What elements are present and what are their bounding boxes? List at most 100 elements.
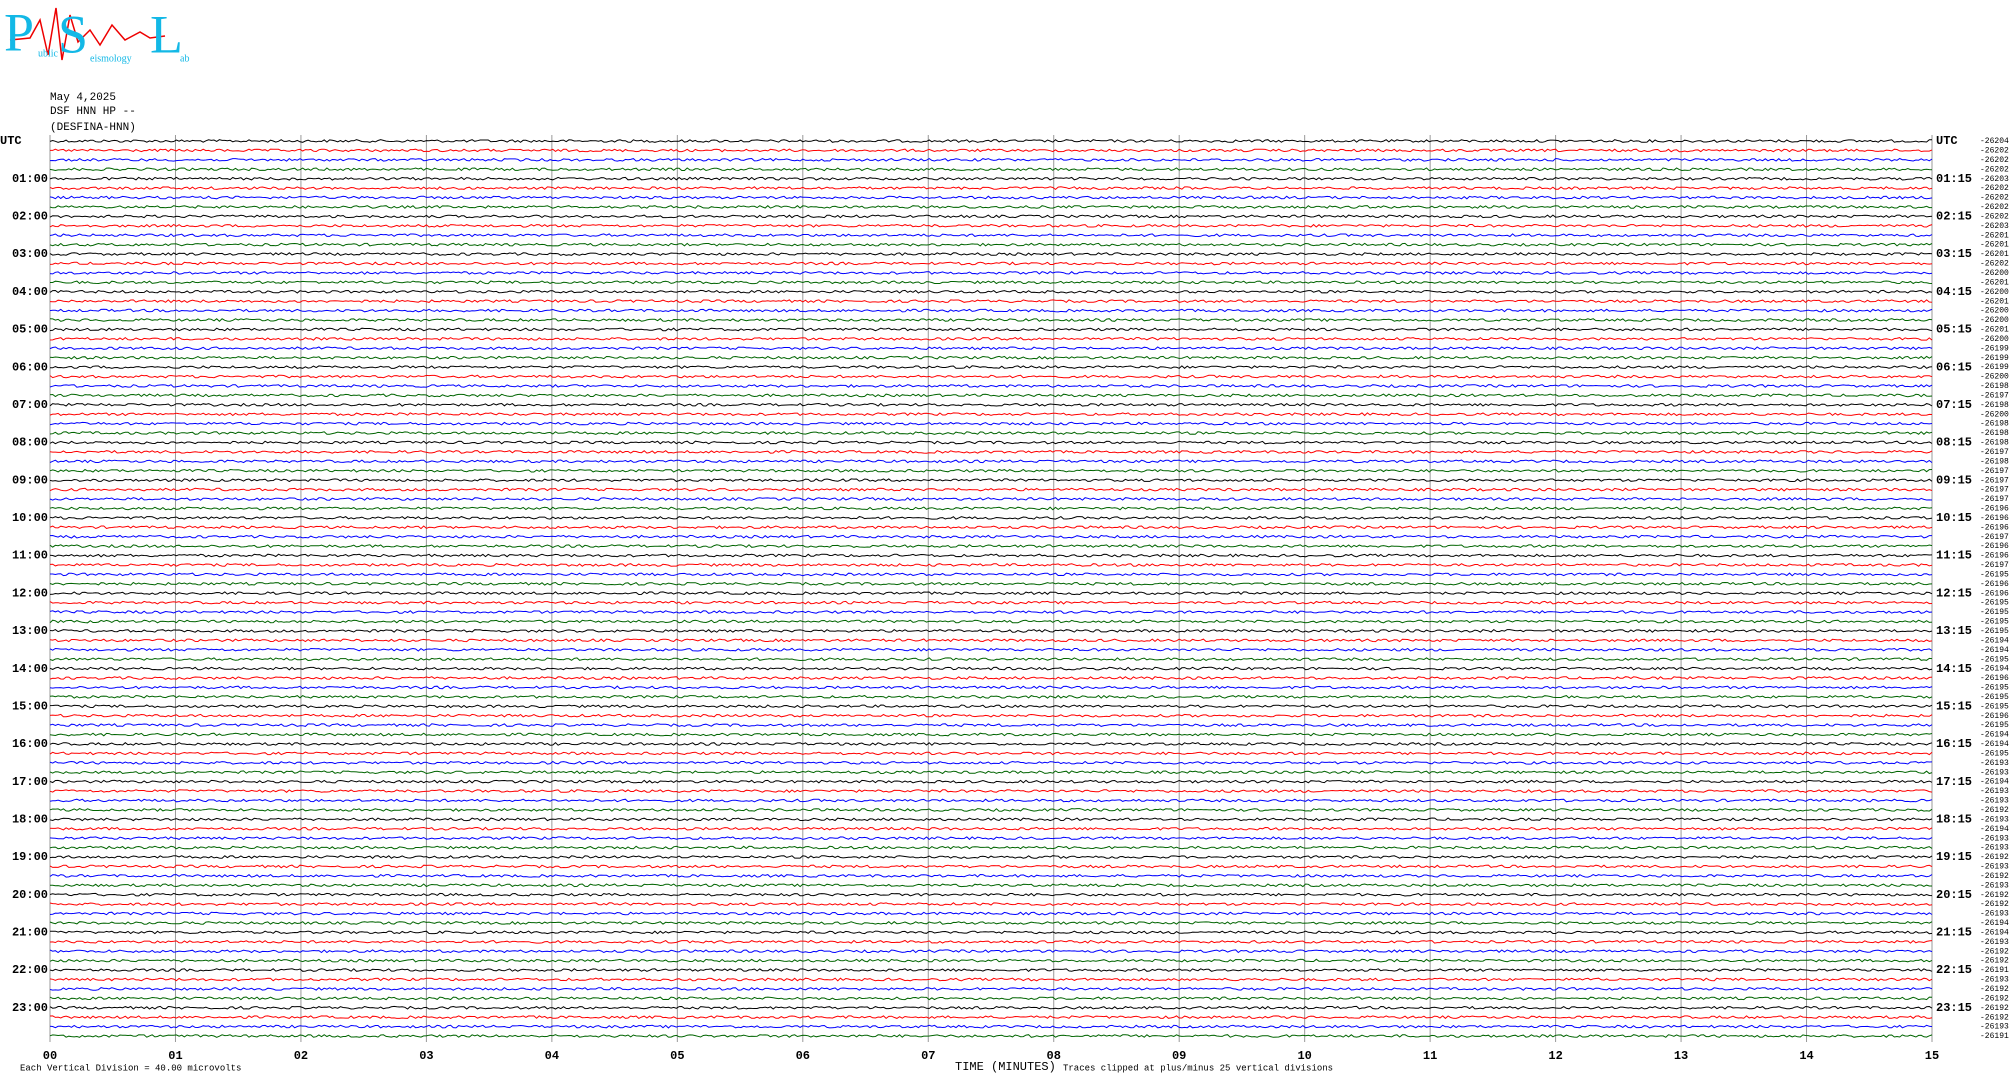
trace-offset: -26203	[1980, 222, 2009, 231]
trace	[49, 921, 1933, 925]
trace-offset: -26194	[1980, 731, 2009, 740]
row-label-left: 22:00	[12, 963, 48, 977]
trace-offset: -26200	[1980, 269, 2009, 278]
trace	[49, 402, 1933, 407]
trace	[49, 666, 1933, 671]
trace-offset: -26197	[1980, 467, 2009, 476]
trace-offset: -26193	[1980, 863, 2009, 872]
trace-offset: -26196	[1980, 712, 2009, 721]
x-tick-label: 08	[1047, 1049, 1061, 1063]
trace	[49, 798, 1933, 803]
trace-offset: -26201	[1980, 241, 2009, 250]
trace-offset: -26201	[1980, 326, 2009, 335]
trace	[49, 374, 1933, 379]
trace	[49, 892, 1933, 897]
trace	[49, 497, 1933, 501]
trace	[49, 506, 1933, 511]
trace-offset: -26192	[1980, 900, 2009, 909]
trace	[49, 902, 1933, 907]
trace-offset: -26193	[1980, 834, 2009, 843]
trace	[49, 958, 1933, 963]
row-label-left: 10:00	[12, 511, 48, 525]
row-label-right: 09:15	[1936, 473, 1972, 487]
trace	[49, 478, 1933, 483]
trace	[49, 242, 1933, 247]
trace-offset: -26193	[1980, 1023, 2009, 1032]
row-label-right: 06:15	[1936, 360, 1972, 374]
trace	[49, 657, 1933, 662]
trace-offset: -26197	[1980, 486, 2009, 495]
logo-letter: L	[150, 4, 183, 64]
row-label-right: 20:15	[1936, 888, 1972, 902]
trace-offset: -26195	[1980, 570, 2009, 579]
trace	[49, 468, 1933, 473]
x-tick-label: 12	[1548, 1049, 1562, 1063]
trace-offset: -26193	[1980, 815, 2009, 824]
logo-word: ab	[180, 53, 189, 64]
trace-offset: -26192	[1980, 994, 2009, 1003]
trace	[49, 676, 1933, 680]
trace	[49, 336, 1933, 341]
trace-offset: -26196	[1980, 523, 2009, 532]
trace	[49, 619, 1933, 624]
trace	[49, 299, 1933, 304]
trace	[49, 459, 1933, 464]
trace-offset: -26199	[1980, 354, 2009, 363]
x-tick-label: 09	[1172, 1049, 1186, 1063]
trace	[49, 553, 1933, 558]
row-label-left: 18:00	[12, 812, 48, 826]
trace-offset: -26192	[1980, 1004, 2009, 1013]
trace-offset: -26199	[1980, 363, 2009, 372]
trace-offset: -26196	[1980, 505, 2009, 514]
x-axis-label: TIME (MINUTES)	[955, 1060, 1056, 1074]
trace-offset: -26194	[1980, 636, 2009, 645]
row-label-right: 14:15	[1936, 662, 1972, 676]
trace	[49, 864, 1933, 869]
trace-offset: -26193	[1980, 910, 2009, 919]
trace-offset: -26197	[1980, 533, 2009, 542]
trace-offset: -26204	[1980, 137, 2009, 146]
trace	[49, 139, 1932, 143]
trace-offset: -26200	[1980, 410, 2009, 419]
trace	[49, 261, 1933, 266]
row-label-left: UTC	[0, 134, 22, 148]
trace-offset: -26195	[1980, 702, 2009, 711]
trace-offset: -26198	[1980, 401, 2009, 410]
trace	[49, 845, 1933, 850]
trace-offset: -26192	[1980, 806, 2009, 815]
trace	[49, 355, 1933, 360]
trace	[49, 742, 1933, 746]
trace	[49, 289, 1933, 294]
trace	[49, 836, 1933, 841]
trace	[49, 431, 1933, 435]
trace	[49, 440, 1933, 445]
row-label-right: 11:15	[1936, 549, 1972, 563]
trace-offset: -26192	[1980, 872, 2009, 881]
trace	[49, 949, 1933, 954]
trace-offset: -26201	[1980, 231, 2009, 240]
trace	[49, 694, 1933, 699]
trace-offset: -26194	[1980, 646, 2009, 655]
trace-offset: -26195	[1980, 693, 2009, 702]
trace	[49, 412, 1933, 417]
row-label-left: 03:00	[12, 247, 48, 261]
trace-offset: -26194	[1980, 928, 2009, 937]
trace	[49, 186, 1933, 191]
trace	[49, 996, 1933, 1001]
trace-offset: -26195	[1980, 599, 2009, 608]
trace-offset: -26193	[1980, 797, 2009, 806]
x-tick-label: 03	[419, 1049, 433, 1063]
trace	[49, 1005, 1933, 1010]
trace-offset: -26194	[1980, 825, 2009, 834]
trace-offset: -26194	[1980, 778, 2009, 787]
row-label-left: 09:00	[12, 473, 48, 487]
scale-note: Each Vertical Division = 40.00 microvolt…	[20, 1063, 241, 1073]
trace-offset: -26197	[1980, 495, 2009, 504]
trace-offset: -26192	[1980, 957, 2009, 966]
row-label-right: 13:15	[1936, 624, 1972, 638]
x-tick-label: 05	[670, 1049, 684, 1063]
trace-offset: -26201	[1980, 297, 2009, 306]
row-label-right: 22:15	[1936, 963, 1972, 977]
x-tick-label: 15	[1925, 1049, 1939, 1063]
row-label-right: 16:15	[1936, 737, 1972, 751]
